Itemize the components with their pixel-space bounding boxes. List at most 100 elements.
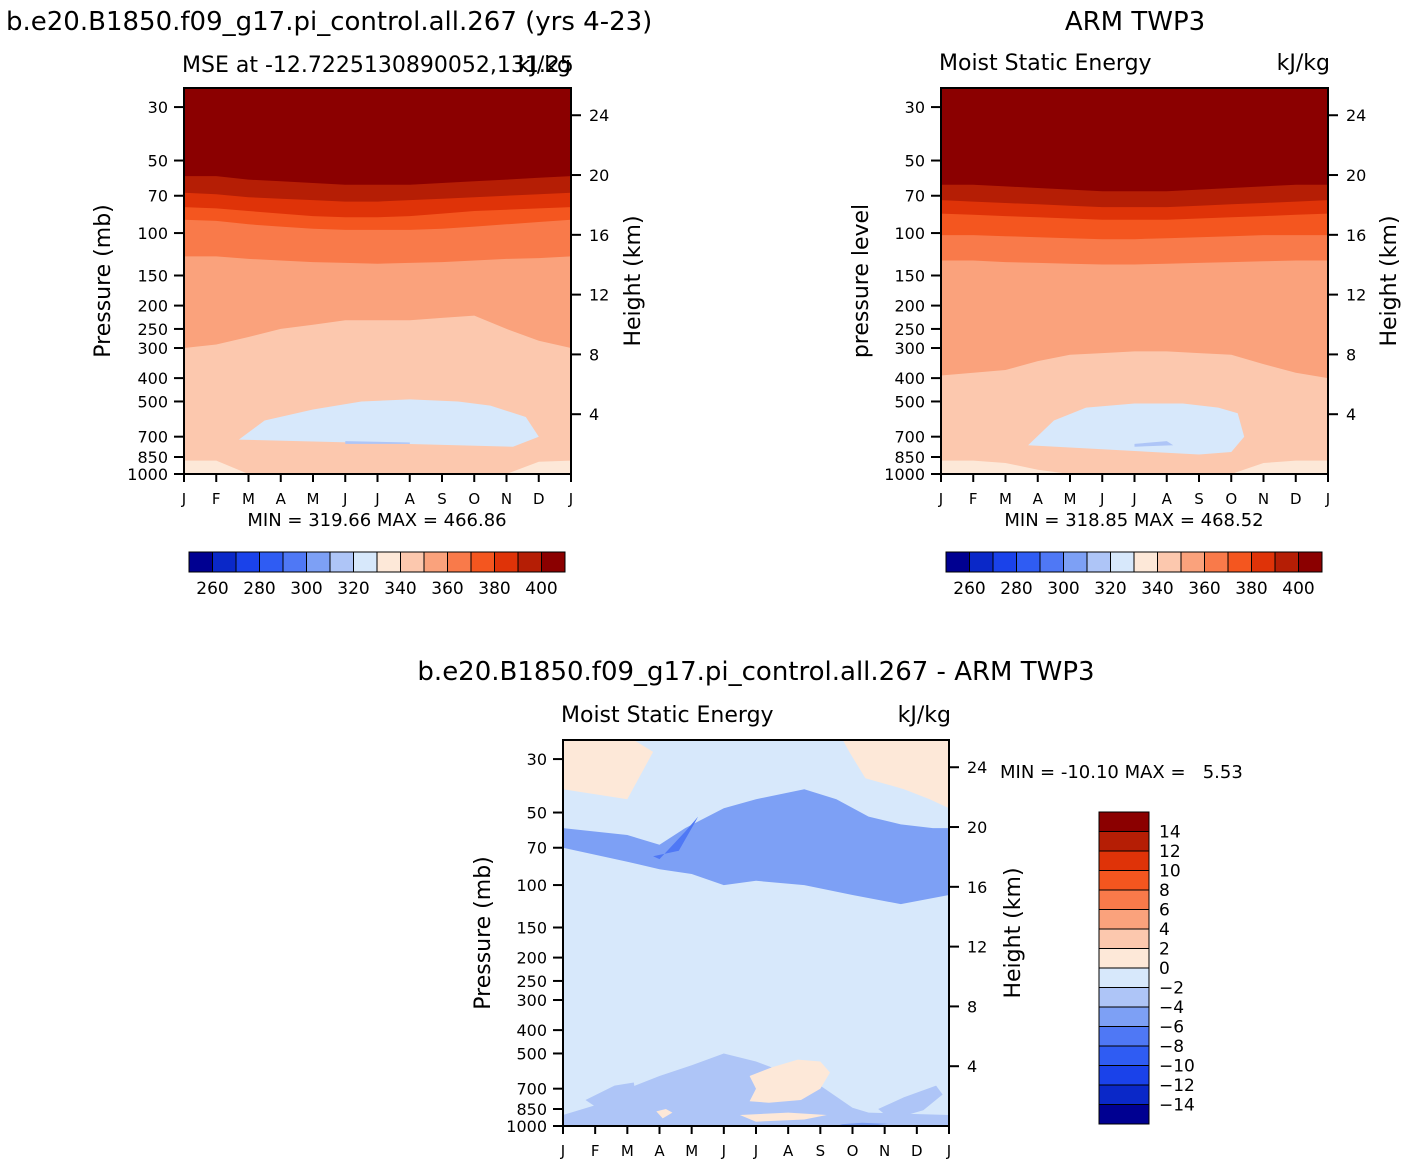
colorbar-box — [1133, 551, 1158, 573]
pressure-tick-label: 50 — [527, 804, 547, 823]
pressure-tick-label: 700 — [137, 428, 168, 447]
pressure-tick-label: 250 — [894, 320, 925, 339]
colorbar-box — [1098, 909, 1150, 930]
height-tick-label: 16 — [589, 226, 609, 245]
colorbar-label: 320 — [1094, 579, 1126, 599]
pressure-tick-label: 150 — [894, 266, 925, 285]
colorbar-label: −2 — [1159, 979, 1184, 999]
pressure-tick-label: 70 — [905, 187, 925, 206]
pressure-tick-label: 30 — [148, 98, 168, 117]
pressure-tick-label: 200 — [516, 949, 547, 968]
model-right-axis-label: Height (km) — [621, 215, 646, 346]
colorbar-box — [282, 551, 307, 573]
colorbar-label: −10 — [1159, 1057, 1195, 1077]
colorbar-label: −12 — [1159, 1076, 1195, 1096]
colorbar-label: 0 — [1159, 959, 1170, 979]
month-tick-label: O — [1225, 490, 1237, 508]
month-tick-label: A — [1033, 490, 1044, 508]
colorbar-label: 360 — [431, 579, 463, 599]
height-tick-label: 16 — [967, 878, 987, 897]
colorbar-box — [259, 551, 284, 573]
obs-panel: Moist Static Energy kJ/kg 30 50 70 100 150 20… — [849, 51, 1402, 599]
height-tick-label: 16 — [1346, 226, 1366, 245]
colorbar-box — [400, 551, 425, 573]
obs-right-axis-label: Height (km) — [1377, 215, 1402, 346]
height-tick-label: 20 — [1346, 166, 1366, 185]
colorbar-box — [1098, 1006, 1150, 1027]
colorbar-box — [1098, 1065, 1150, 1086]
model-colorbar: 260 280 300 320 340 360 380 400 — [188, 551, 566, 599]
colorbar-label: 340 — [1141, 579, 1173, 599]
contour-region — [563, 740, 654, 800]
pressure-tick-label: 300 — [137, 339, 168, 358]
pressure-tick-label: 30 — [527, 750, 547, 769]
colorbar-label: 300 — [1047, 579, 1079, 599]
pressure-tick-label: 300 — [894, 339, 925, 358]
contour-region — [739, 1112, 827, 1122]
colorbar-box — [1098, 1045, 1150, 1066]
month-tick-label: J — [1099, 490, 1104, 508]
height-tick-label: 4 — [967, 1057, 977, 1076]
colorbar-box — [1251, 551, 1276, 573]
pressure-tick-label: 500 — [137, 392, 168, 411]
colorbar-box — [1098, 948, 1150, 969]
pressure-tick-label: 850 — [516, 1100, 547, 1119]
pressure-tick-label: 250 — [516, 972, 547, 991]
diff-contour-plot — [563, 740, 949, 1126]
colorbar-box — [945, 551, 970, 573]
month-tick-label: J — [1131, 490, 1136, 508]
colorbar-label: 14 — [1159, 823, 1181, 843]
month-tick-label: J — [721, 1142, 726, 1160]
pressure-tick-label: 30 — [905, 98, 925, 117]
colorbar-box — [1086, 551, 1111, 573]
pressure-tick-label: 50 — [905, 152, 925, 171]
month-tick-label: A — [654, 1142, 665, 1160]
pressure-tick-label: 70 — [527, 839, 547, 858]
colorbar-box — [1227, 551, 1252, 573]
contour-lobe — [238, 399, 539, 447]
pressure-tick-label: 1000 — [127, 465, 168, 484]
month-tick-label: M — [685, 1142, 698, 1160]
contour-region — [842, 740, 949, 809]
month-tick-label: M — [242, 490, 255, 508]
colorbar-box — [306, 551, 331, 573]
contour-region — [749, 1059, 830, 1103]
pressure-tick-label: 100 — [894, 224, 925, 243]
colorbar-label: 12 — [1159, 842, 1181, 862]
month-tick-label: N — [501, 490, 512, 508]
month-tick-label: J — [560, 1142, 565, 1160]
colorbar-box — [541, 551, 566, 573]
colorbar-label: 8 — [1159, 881, 1170, 901]
height-tick-label: 12 — [589, 286, 609, 305]
colorbar-box — [1098, 928, 1150, 949]
obs-y-axis-label: pressure level — [849, 204, 874, 358]
colorbar-box — [494, 551, 519, 573]
colorbar-box — [1098, 889, 1150, 910]
pressure-tick-label: 500 — [894, 392, 925, 411]
colorbar-box — [1063, 551, 1088, 573]
height-tick-label: 8 — [1346, 345, 1356, 364]
month-tick-label: A — [276, 490, 287, 508]
height-tick-label: 24 — [1346, 106, 1366, 125]
pressure-tick-label: 400 — [894, 369, 925, 388]
month-tick-label: J — [181, 490, 186, 508]
month-tick-label: J — [568, 490, 573, 508]
colorbar-box — [969, 551, 994, 573]
colorbar-label: 260 — [196, 579, 228, 599]
colorbar-box — [1098, 831, 1150, 852]
colorbar-box — [423, 551, 448, 573]
pressure-tick-label: 200 — [137, 297, 168, 316]
contour-region — [878, 1085, 943, 1120]
height-tick-label: 24 — [589, 106, 609, 125]
pressure-tick-label: 250 — [137, 320, 168, 339]
month-tick-label: S — [816, 1142, 826, 1160]
month-tick-label: A — [783, 1142, 794, 1160]
month-tick-label: F — [591, 1142, 600, 1160]
month-tick-label: M — [307, 490, 320, 508]
month-tick-label: J — [946, 1142, 951, 1160]
colorbar-label: −14 — [1159, 1096, 1195, 1116]
pressure-tick-label: 100 — [137, 224, 168, 243]
month-tick-label: O — [468, 490, 480, 508]
